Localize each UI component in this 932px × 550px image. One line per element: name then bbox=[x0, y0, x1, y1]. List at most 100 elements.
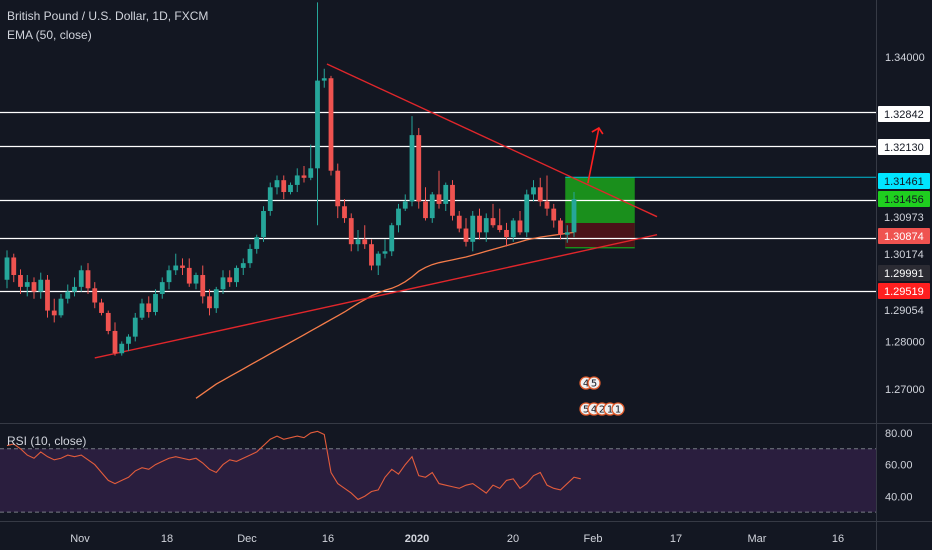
event-badges[interactable]: 4 55 4 2 1 1 bbox=[579, 376, 625, 416]
candle-body bbox=[11, 257, 17, 276]
candle-body bbox=[247, 248, 253, 264]
candle-body bbox=[281, 180, 287, 193]
price-label-text: 1.30973 bbox=[884, 212, 924, 224]
price-label-box bbox=[878, 246, 930, 262]
ema-50-line bbox=[195, 231, 575, 399]
rsi-band-fill bbox=[0, 448, 876, 513]
rsi-tick-label: 40.00 bbox=[885, 491, 913, 503]
candle-body bbox=[537, 187, 543, 202]
candle-body bbox=[220, 277, 226, 290]
candle-body bbox=[477, 215, 482, 233]
price-label-box bbox=[878, 209, 930, 225]
price-label-box bbox=[878, 228, 930, 244]
candle-body bbox=[517, 220, 523, 233]
price-label-text: 1.31461 bbox=[884, 176, 924, 188]
candle-body bbox=[450, 184, 455, 216]
price-label-box bbox=[878, 173, 930, 189]
candle-body bbox=[193, 275, 199, 284]
candle-body bbox=[497, 225, 503, 230]
projection-arrow-shaft bbox=[587, 127, 600, 184]
rsi-tick-label: 60.00 bbox=[885, 460, 913, 472]
candle-body bbox=[207, 296, 212, 309]
candle-body bbox=[38, 279, 44, 292]
candle-body bbox=[328, 78, 334, 171]
candle-body bbox=[551, 208, 557, 221]
price-label-box bbox=[878, 191, 930, 207]
candle-body bbox=[396, 208, 401, 226]
projection-arrow-head bbox=[591, 126, 604, 135]
price-labels: 1.32842 1.32130 1.31461 1.31456 1.30973 1.308… bbox=[878, 106, 930, 318]
candle-body bbox=[166, 270, 172, 283]
resistance-trendline[interactable] bbox=[326, 63, 658, 218]
candle-body bbox=[321, 78, 327, 81]
candle-body bbox=[18, 275, 23, 287]
rsi-line-path bbox=[6, 430, 581, 501]
time-tick-label: Nov bbox=[70, 533, 90, 545]
trendlines[interactable] bbox=[94, 63, 658, 359]
candle-body bbox=[105, 312, 111, 331]
candle-body bbox=[288, 184, 293, 193]
candle-body bbox=[186, 267, 192, 284]
time-tick-label: 20 bbox=[507, 533, 519, 545]
candle-body bbox=[213, 289, 219, 309]
price-label-box bbox=[878, 106, 930, 122]
candle-body bbox=[524, 194, 530, 233]
price-label-box bbox=[878, 283, 930, 299]
candle-body bbox=[65, 291, 71, 299]
time-tick-label: 17 bbox=[670, 533, 682, 545]
candle-body bbox=[112, 330, 118, 354]
candle-body bbox=[355, 239, 361, 245]
candle-body bbox=[436, 194, 442, 204]
event-badge-count: 2 bbox=[599, 405, 605, 416]
candle-body bbox=[463, 228, 469, 242]
price-label-text: 1.32842 bbox=[884, 109, 924, 121]
time-tick-label: Feb bbox=[584, 533, 603, 545]
candle-body bbox=[227, 277, 233, 283]
candle-body bbox=[490, 218, 496, 226]
price-label-text: 1.30874 bbox=[884, 231, 924, 243]
price-label-box bbox=[878, 265, 930, 281]
event-badge-count: 4 bbox=[583, 379, 589, 390]
candle-body bbox=[240, 263, 246, 268]
indicator-legend: EMA (50, close) bbox=[7, 28, 92, 42]
event-badge[interactable] bbox=[611, 402, 625, 416]
price-tick-label: 1.27000 bbox=[885, 384, 925, 396]
candle-body bbox=[389, 225, 395, 252]
candle-body bbox=[369, 244, 374, 266]
price-label-box bbox=[878, 302, 930, 318]
candle-body bbox=[558, 220, 563, 235]
candle-body bbox=[308, 168, 314, 178]
price-label-text: 1.29054 bbox=[884, 305, 924, 317]
candle-body bbox=[51, 310, 57, 316]
candle-body bbox=[544, 201, 550, 209]
price-label-text: 1.30174 bbox=[884, 249, 924, 261]
candle-body bbox=[159, 282, 165, 294]
candle-body bbox=[24, 282, 30, 287]
candle-body bbox=[78, 270, 84, 287]
candle-body bbox=[173, 265, 179, 271]
candle-body bbox=[274, 180, 280, 188]
projection-arrow bbox=[587, 126, 604, 184]
event-badge-count: 4 bbox=[591, 405, 597, 416]
ema-line bbox=[195, 231, 575, 399]
event-badge-count: 5 bbox=[583, 405, 589, 416]
candle-body bbox=[416, 135, 422, 202]
time-tick-label: 16 bbox=[322, 533, 334, 545]
event-badge[interactable] bbox=[587, 376, 601, 390]
candles bbox=[4, 2, 577, 356]
price-label-box bbox=[878, 139, 930, 155]
chart-symbol-title: British Pound / U.S. Dollar, 1D, FXCM bbox=[7, 9, 209, 23]
price-tick-label: 1.34000 bbox=[885, 52, 925, 64]
candle-body bbox=[92, 288, 98, 303]
candle-body bbox=[402, 201, 408, 209]
support-trendline[interactable] bbox=[94, 234, 658, 359]
candle-body bbox=[423, 201, 428, 219]
candle-body bbox=[85, 270, 91, 289]
candle-body bbox=[126, 336, 131, 344]
rsi-legend: RSI (10, close) bbox=[7, 434, 87, 448]
price-label-text: 1.29991 bbox=[884, 268, 924, 280]
candle-body bbox=[429, 194, 435, 219]
candle-body bbox=[180, 265, 185, 268]
candle-body bbox=[31, 282, 37, 292]
